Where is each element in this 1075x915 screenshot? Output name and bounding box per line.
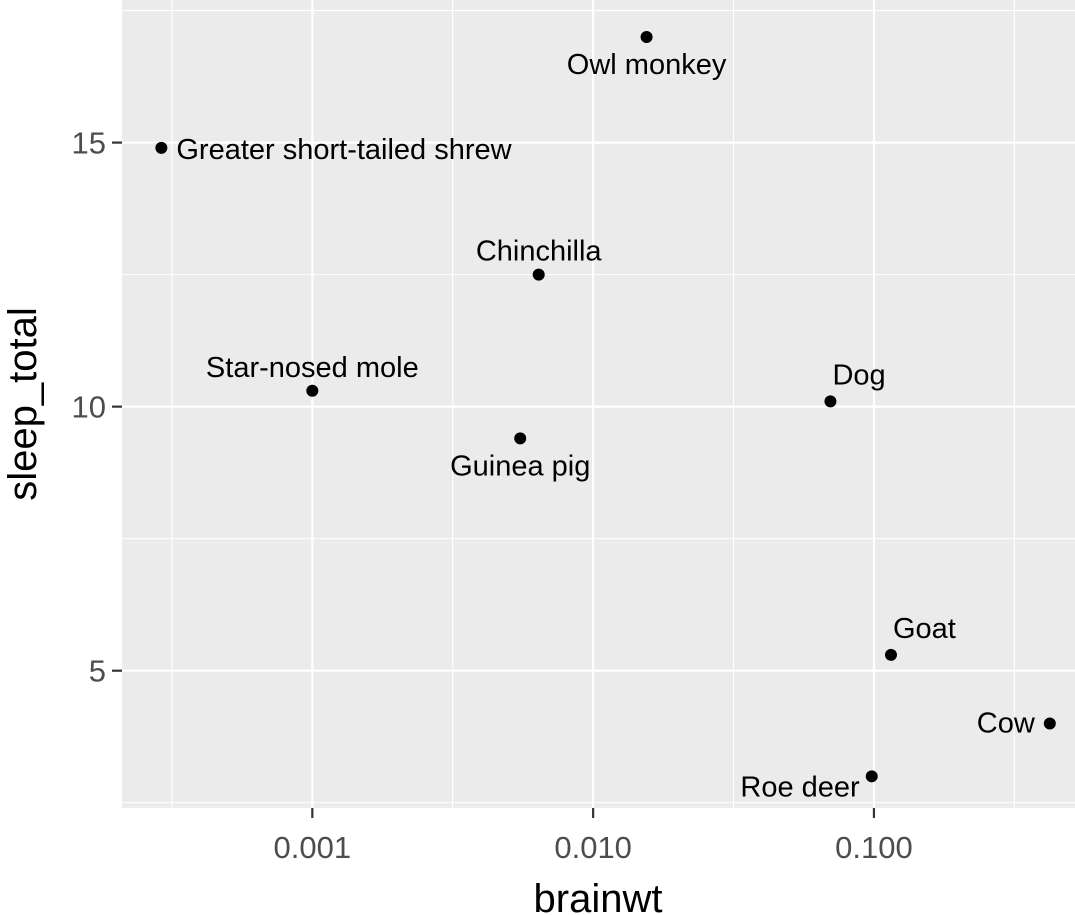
point-label: Cow	[977, 708, 1036, 740]
point-label: Chinchilla	[476, 236, 603, 268]
data-point	[865, 770, 878, 783]
point-label: Dog	[832, 359, 885, 391]
plot-panel	[122, 0, 1075, 808]
y-axis-title: sleep_total	[1, 307, 45, 500]
y-tick-label: 5	[89, 654, 106, 689]
data-point	[532, 268, 545, 281]
data-point	[640, 30, 653, 43]
x-tick-label: 0.001	[274, 830, 352, 865]
data-point	[155, 141, 168, 154]
data-point	[306, 384, 319, 397]
x-axis: 0.001 0.010 0.100	[274, 808, 913, 865]
data-point	[514, 432, 527, 445]
point-label: Guinea pig	[450, 450, 590, 482]
minor-gridlines	[122, 0, 1075, 808]
y-axis: 5 10 15	[72, 126, 122, 689]
point-label: Greater short-tailed shrew	[176, 134, 512, 166]
data-point	[824, 395, 837, 408]
data-points	[155, 30, 1056, 783]
point-label: Star-nosed mole	[206, 352, 419, 384]
x-tick-label: 0.100	[835, 830, 913, 865]
x-axis-title: brainwt	[534, 877, 663, 915]
data-point	[884, 648, 897, 661]
x-tick-label: 0.010	[554, 830, 632, 865]
y-tick-label: 10	[72, 390, 106, 425]
point-label: Roe deer	[740, 771, 860, 803]
point-label: Goat	[893, 613, 956, 645]
y-tick-label: 15	[72, 126, 106, 161]
point-label: Owl monkey	[567, 49, 727, 81]
major-gridlines	[122, 0, 1075, 808]
point-labels: Owl monkey Greater short-tailed shrew Chin…	[176, 49, 1036, 803]
data-point	[1043, 717, 1056, 730]
